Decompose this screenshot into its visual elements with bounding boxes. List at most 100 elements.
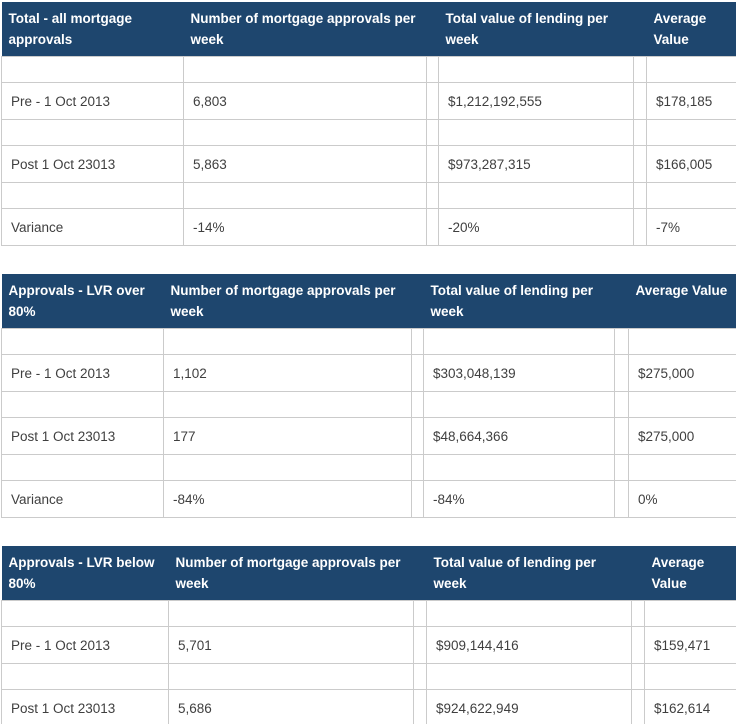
cell-value: $924,622,949	[426, 689, 632, 724]
spacer-cell	[426, 82, 439, 120]
spacer-cell	[411, 417, 424, 455]
cell-approvals: 5,701	[168, 626, 414, 664]
spacer-cell	[614, 480, 629, 518]
spacer-cell	[413, 689, 427, 724]
column-header-value: Total value of lending per week	[426, 546, 632, 601]
column-header-average: Average Value	[628, 274, 736, 329]
empty-cell	[1, 454, 164, 481]
table-row: Post 1 Oct 23013 5,686 $924,622,949 $162…	[1, 689, 736, 724]
table-approvals-lvr-over-80: Approvals - LVR over 80% Number of mortg…	[1, 274, 736, 518]
spacer-cell	[411, 480, 424, 518]
cell-label: Post 1 Oct 23013	[1, 689, 169, 724]
empty-cell	[646, 182, 736, 209]
empty-cell	[644, 663, 736, 690]
cell-value: $909,144,416	[426, 626, 632, 664]
cell-average: $159,471	[644, 626, 736, 664]
empty-cell	[646, 56, 736, 83]
spacer-cell	[614, 354, 629, 392]
cell-value: -84%	[423, 480, 615, 518]
spacer-cell	[413, 626, 427, 664]
cell-label: Pre - 1 Oct 2013	[1, 354, 164, 392]
column-header-approvals: Number of mortgage approvals per week	[163, 274, 412, 329]
spacer-cell	[426, 182, 439, 209]
header-row: Total - all mortgage approvals Number of…	[1, 2, 736, 57]
table-row-variance: Variance -84% -84% 0%	[1, 480, 736, 518]
empty-cell	[438, 56, 634, 83]
spacer-cell	[633, 119, 647, 146]
empty-cell	[168, 663, 414, 690]
cell-value: $303,048,139	[423, 354, 615, 392]
spacer-cell	[413, 663, 427, 690]
cell-label: Variance	[1, 208, 184, 246]
cell-label: Pre - 1 Oct 2013	[1, 82, 184, 120]
cell-average: 0%	[628, 480, 736, 518]
spacer-cell	[413, 600, 427, 627]
table-row-variance: Variance -14% -20% -7%	[1, 208, 736, 246]
table-row: Post 1 Oct 23013 177 $48,664,366 $275,00…	[1, 417, 736, 455]
cell-label: Post 1 Oct 23013	[1, 145, 184, 183]
cell-value: $973,287,315	[438, 145, 634, 183]
spacer-cell	[631, 626, 645, 664]
empty-row	[1, 328, 736, 355]
spacer-cell	[633, 182, 647, 209]
empty-cell	[628, 391, 736, 418]
empty-row	[1, 600, 736, 627]
empty-row	[1, 119, 736, 146]
empty-cell	[438, 182, 634, 209]
spacer-cell	[614, 454, 629, 481]
empty-cell	[1, 391, 164, 418]
spacer-cell	[633, 145, 647, 183]
spacer-cell	[411, 391, 424, 418]
empty-cell	[183, 119, 427, 146]
spacer-column-header	[411, 274, 424, 329]
empty-cell	[1, 600, 169, 627]
empty-row	[1, 182, 736, 209]
empty-cell	[1, 56, 184, 83]
column-header-value: Total value of lending per week	[423, 274, 615, 329]
spacer-cell	[426, 119, 439, 146]
empty-row	[1, 454, 736, 481]
empty-cell	[183, 182, 427, 209]
spacer-column-header	[614, 274, 629, 329]
cell-average: $275,000	[628, 354, 736, 392]
cell-approvals: 5,863	[183, 145, 427, 183]
spacer-cell	[633, 208, 647, 246]
cell-average: $162,614	[644, 689, 736, 724]
column-header-average: Average Value	[646, 2, 736, 57]
table-row: Pre - 1 Oct 2013 1,102 $303,048,139 $275…	[1, 354, 736, 392]
empty-row	[1, 663, 736, 690]
spacer-cell	[426, 145, 439, 183]
table-row: Pre - 1 Oct 2013 5,701 $909,144,416 $159…	[1, 626, 736, 664]
cell-value: $48,664,366	[423, 417, 615, 455]
empty-cell	[646, 119, 736, 146]
column-header-approvals: Number of mortgage approvals per week	[168, 546, 414, 601]
spacer-cell	[411, 354, 424, 392]
cell-average: $178,185	[646, 82, 736, 120]
empty-cell	[163, 454, 412, 481]
header-row: Approvals - LVR below 80% Number of mort…	[1, 546, 736, 601]
empty-cell	[438, 119, 634, 146]
spacer-cell	[426, 56, 439, 83]
spacer-cell	[633, 56, 647, 83]
spacer-cell	[614, 391, 629, 418]
empty-cell	[423, 454, 615, 481]
cell-average: $275,000	[628, 417, 736, 455]
cell-approvals: 6,803	[183, 82, 427, 120]
cell-approvals: -84%	[163, 480, 412, 518]
empty-cell	[423, 328, 615, 355]
spacer-cell	[614, 417, 629, 455]
table-title: Approvals - LVR over 80%	[1, 274, 164, 329]
empty-row	[1, 56, 736, 83]
empty-cell	[168, 600, 414, 627]
table-row: Post 1 Oct 23013 5,863 $973,287,315 $166…	[1, 145, 736, 183]
spacer-column-header	[631, 546, 645, 601]
cell-label: Post 1 Oct 23013	[1, 417, 164, 455]
empty-cell	[628, 328, 736, 355]
cell-approvals: 177	[163, 417, 412, 455]
spacer-cell	[631, 600, 645, 627]
empty-cell	[163, 391, 412, 418]
spacer-cell	[411, 328, 424, 355]
empty-cell	[644, 600, 736, 627]
empty-cell	[423, 391, 615, 418]
table-row: Pre - 1 Oct 2013 6,803 $1,212,192,555 $1…	[1, 82, 736, 120]
